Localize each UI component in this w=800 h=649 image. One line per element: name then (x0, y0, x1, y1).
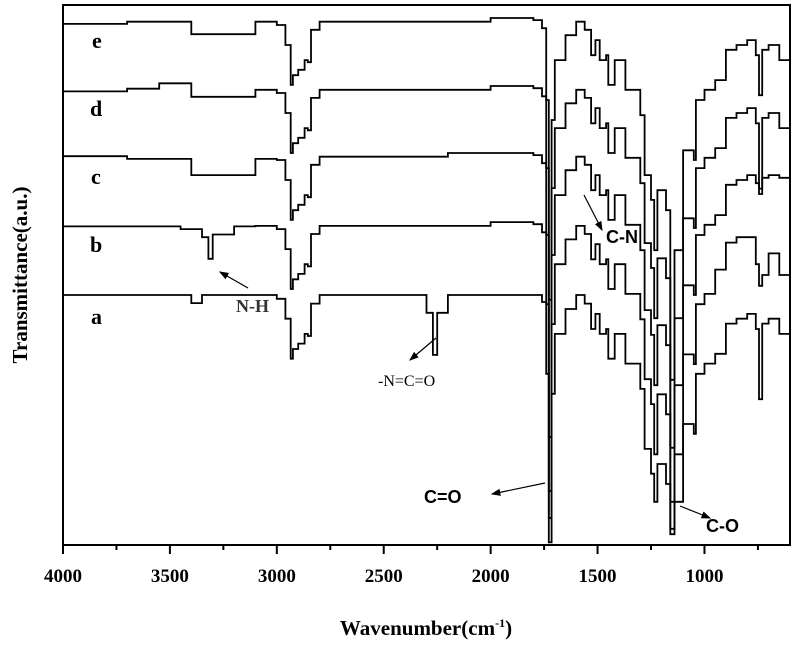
x-tick-label: 2000 (472, 566, 510, 587)
x-tick-label: 1500 (579, 566, 617, 587)
annotation-nco: -N=C=O (378, 373, 435, 390)
series-label-d: d (90, 96, 102, 121)
arrow-co-ether (679, 505, 712, 519)
annotation-carbonyl: C=O (424, 487, 462, 507)
annotation-nh: N-H (236, 296, 269, 316)
x-tick-label: 3000 (258, 566, 296, 587)
x-tick-label: 1000 (685, 566, 723, 587)
x-tick-label: 3500 (151, 566, 189, 587)
annotation-cn: C-N (606, 227, 638, 247)
arrow-cn (583, 194, 603, 232)
annotation-co-ether: C-O (706, 516, 739, 536)
spectrum-b (63, 221, 791, 530)
series-label-e: e (92, 28, 102, 53)
spectrum-a (63, 294, 791, 544)
arrow-nco (409, 337, 437, 361)
series-label-a: a (91, 304, 102, 329)
x-tick-label: 4000 (44, 566, 82, 587)
spectrum-d (63, 82, 791, 449)
arrow-nh (218, 271, 249, 289)
x-tick-label: 2500 (365, 566, 403, 587)
y-axis-title: Transmittance(a.u.) (8, 187, 32, 364)
spectrum-e (63, 17, 791, 381)
plot-frame (62, 4, 791, 546)
arrow-co-carbonyl (490, 482, 546, 496)
series-label-b: b (90, 232, 102, 257)
spectrum-c (63, 152, 791, 503)
series-label-c: c (91, 164, 101, 189)
x-axis-title: Wavenumber(cm-1) (340, 616, 512, 640)
